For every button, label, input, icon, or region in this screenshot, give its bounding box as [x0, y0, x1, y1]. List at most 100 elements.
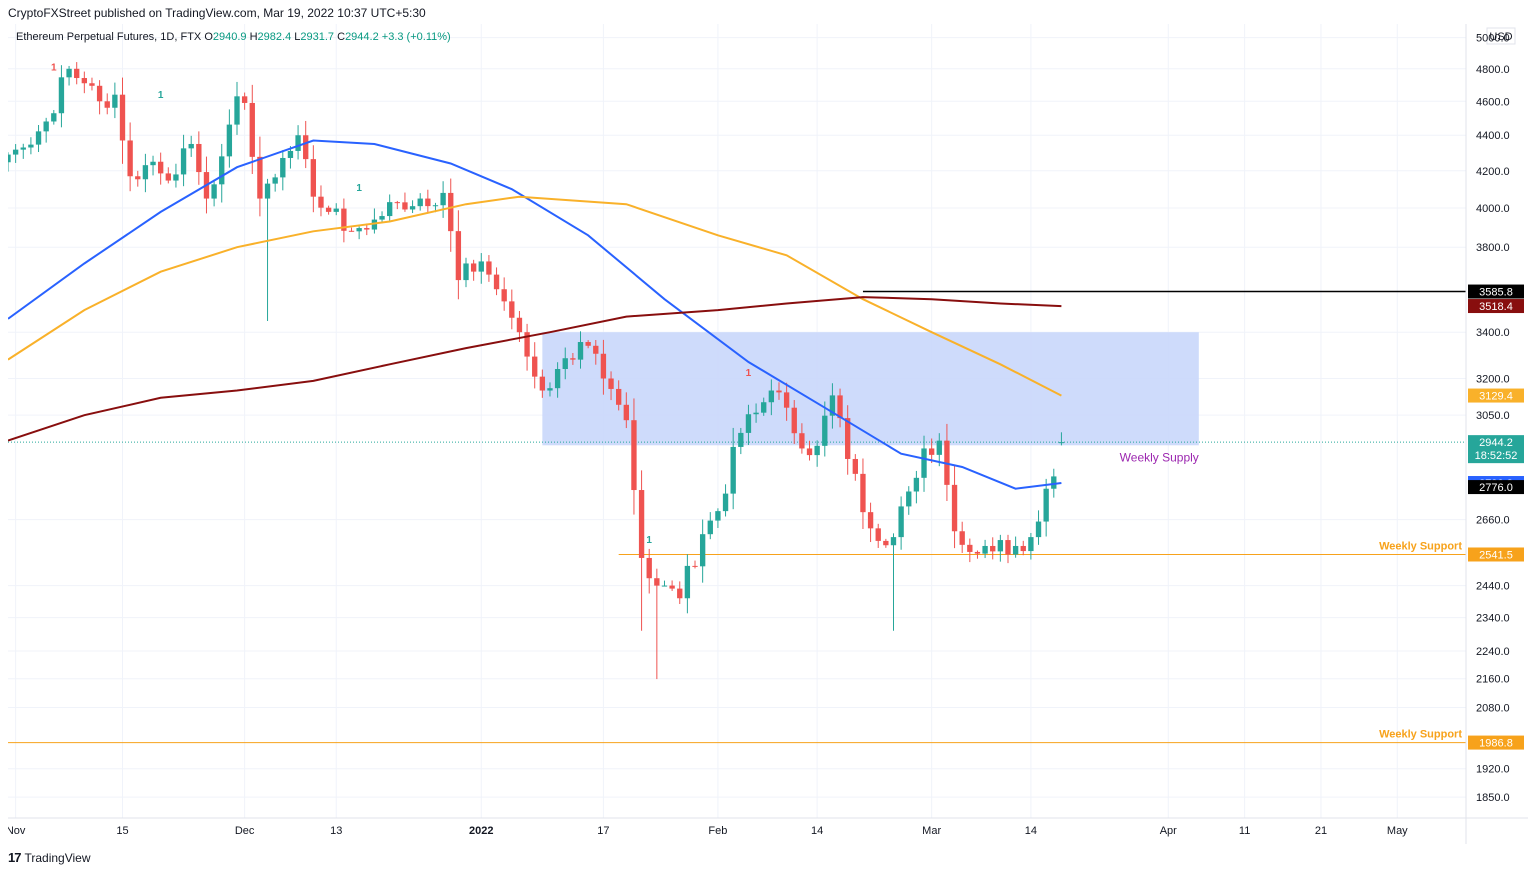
candle-body	[906, 491, 912, 507]
ohlc-close-label: C	[337, 31, 346, 43]
candle-body	[631, 420, 637, 491]
candle-body	[74, 68, 80, 79]
x-tick-label: 11	[1239, 825, 1250, 837]
tradingview-logo[interactable]: 17 TradingView	[8, 850, 91, 865]
candle-body	[287, 150, 294, 158]
price-badge-label: 2944.2	[1479, 437, 1513, 449]
x-tick-label: 17	[597, 825, 609, 837]
candle-body	[677, 588, 683, 599]
candle-body	[913, 477, 920, 492]
chart-area[interactable]: Weekly Supply Weekly Support Weekly Suppor…	[8, 24, 1528, 844]
candle-body	[959, 531, 965, 545]
candle-body	[295, 135, 301, 151]
candle-body	[547, 388, 553, 391]
y-tick-label: 2240.0	[1476, 646, 1510, 658]
candle-body	[562, 358, 568, 370]
candle-body	[89, 83, 95, 86]
y-tick-label: 4600.0	[1476, 96, 1510, 108]
candle-body	[722, 493, 729, 512]
candle-body	[616, 388, 622, 405]
candle-body	[1028, 537, 1034, 552]
candle-body	[623, 404, 629, 421]
ohlc-high-label: H	[249, 31, 258, 43]
candle-body	[455, 231, 462, 281]
symbol-legend[interactable]: Ethereum Perpetual Futures, 1D, FTX O294…	[16, 31, 451, 43]
ohlc-high: 2982.4	[257, 31, 292, 43]
candle-body	[417, 198, 423, 207]
candle-body	[814, 445, 820, 456]
signal-mark: 1	[51, 62, 57, 73]
candle-body	[684, 565, 691, 599]
ohlc-change: +3.3 (+0.11%)	[381, 31, 451, 43]
candle-body	[280, 157, 286, 178]
candle-body	[791, 407, 797, 434]
candle-body	[577, 342, 584, 360]
price-badge-label: 3129.4	[1479, 391, 1513, 403]
price-badge	[1468, 480, 1524, 495]
candle-body	[898, 506, 904, 538]
candle-body	[432, 205, 439, 207]
candle-body	[799, 433, 805, 449]
y-tick-label: 4400.0	[1476, 130, 1510, 142]
candle-body	[310, 159, 317, 197]
candle-body	[303, 135, 309, 160]
candle-body	[318, 196, 324, 208]
candle-body	[1043, 488, 1049, 522]
y-tick-label: 3400.0	[1476, 327, 1510, 339]
candle-body	[928, 448, 935, 455]
candle-body	[761, 402, 767, 413]
symbol-title: Ethereum Perpetual Futures, 1D, FTX	[16, 31, 202, 43]
candle-body	[600, 353, 607, 379]
candle-body	[157, 161, 164, 174]
candle-body	[1012, 545, 1019, 555]
currency-label: USD	[1489, 31, 1512, 43]
ohlc-open: 2940.9	[212, 31, 247, 43]
candle-body	[127, 140, 133, 177]
candle-body	[12, 149, 19, 155]
candle-body	[333, 208, 339, 212]
y-tick-label: 5000.0	[1476, 33, 1510, 45]
level-annotation: Weekly Support	[1379, 729, 1462, 741]
candle-body	[1051, 476, 1057, 489]
moving-average-line	[8, 139, 1062, 490]
candle-body	[539, 376, 546, 391]
candle-body	[348, 230, 355, 232]
candle-body	[325, 207, 332, 212]
candle-body	[654, 578, 660, 586]
candle-body	[822, 415, 828, 446]
candle-body	[379, 216, 385, 220]
moving-average-line	[8, 195, 1062, 397]
candle-body	[470, 263, 477, 272]
candle-body	[890, 537, 897, 546]
candle-body	[852, 458, 858, 474]
tradingview-logo-icon: 17	[8, 850, 22, 865]
candle-body	[745, 414, 752, 433]
candle-body	[188, 143, 194, 149]
candle-body	[425, 198, 431, 207]
candle-body	[28, 144, 34, 148]
candle-body	[608, 378, 614, 389]
signal-mark: 1	[356, 183, 362, 194]
x-tick-label: 21	[1315, 825, 1327, 837]
candle-body	[364, 228, 370, 230]
x-tick-label: Feb	[708, 825, 727, 837]
candle-body	[638, 490, 645, 558]
candle-body	[43, 121, 49, 132]
candle-body	[112, 94, 118, 108]
price-chart[interactable]: Weekly Supply Weekly Support Weekly Suppor…	[8, 24, 1528, 844]
candle-body	[867, 512, 874, 529]
candle-body	[35, 131, 42, 145]
y-tick-label: 2440.0	[1476, 581, 1510, 593]
candle-body	[593, 345, 599, 354]
candle-body	[661, 585, 668, 587]
y-tick-label: 2660.0	[1476, 515, 1510, 527]
tradingview-logo-text: TradingView	[24, 850, 91, 865]
candle-body	[585, 342, 591, 346]
candle-body	[478, 261, 484, 272]
candle-body	[1005, 540, 1011, 555]
candle-body	[81, 78, 88, 84]
price-badge-label: 3518.4	[1479, 301, 1513, 313]
price-badge	[1468, 284, 1524, 299]
signal-mark: 1	[646, 535, 652, 546]
candle-body	[669, 585, 675, 589]
